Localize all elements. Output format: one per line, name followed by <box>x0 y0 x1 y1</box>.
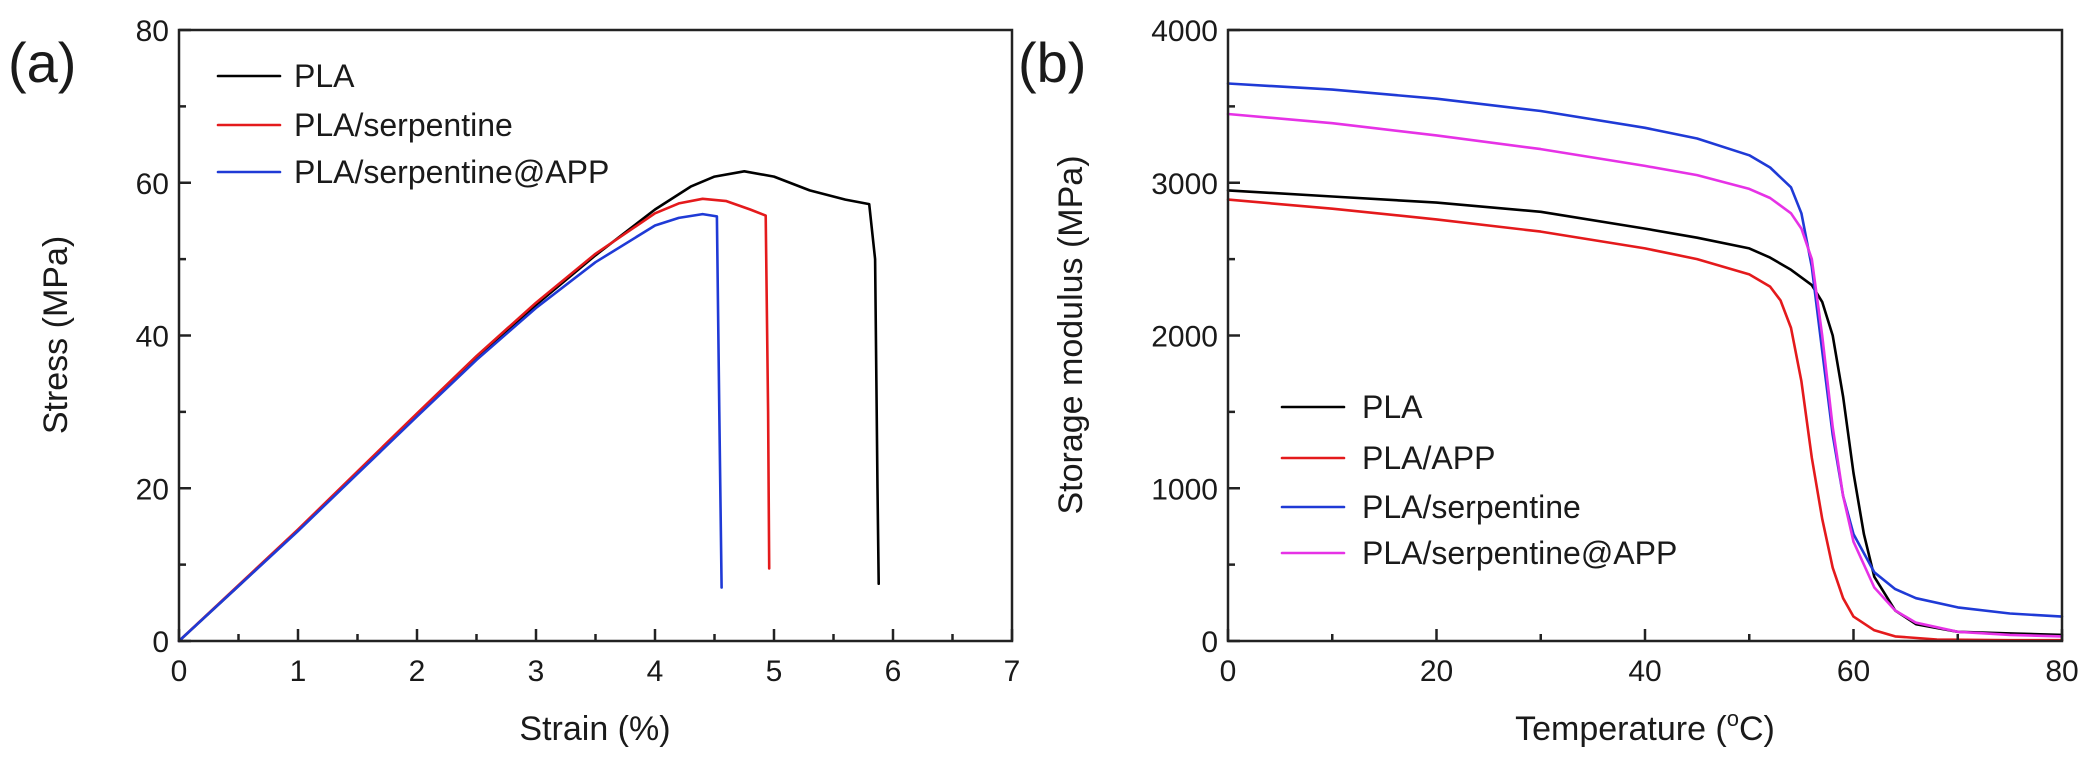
y-tick-label-b-2: 2000 <box>1151 321 1218 354</box>
legend-a-label-pla: PLA <box>294 58 355 94</box>
series-line-a-pla-serpentine <box>177 197 771 643</box>
panel-b-x-axis-title-main: Temperature ( <box>1515 710 1727 748</box>
panel-b-storage-modulus: (b) 0 20 40 60 80 0 1000 2000 3000 4000 Temperatu… <box>1018 15 2079 748</box>
legend-b-label-pla-serpentine: PLA/serpentine <box>1362 489 1581 525</box>
panel-b-x-axis-title-degree: o <box>1727 706 1739 731</box>
x-tick-label-b-1: 20 <box>1420 655 1453 688</box>
y-tick-label-a-0: 0 <box>152 626 169 659</box>
panel-a-x-axis-title: Strain (%) <box>519 710 670 748</box>
y-tick-label-b-1: 1000 <box>1151 473 1218 506</box>
y-tick-label-a-1: 20 <box>136 473 169 506</box>
series-line-a-pla <box>177 170 880 643</box>
panel-a-series-group <box>177 170 880 643</box>
legend-b-label-pla-serpentine-app: PLA/serpentine@APP <box>1362 535 1677 571</box>
x-tick-label-a-0: 0 <box>171 655 188 688</box>
x-tick-label-a-6: 6 <box>885 655 902 688</box>
panel-b-ticks-group: 0 20 40 60 80 0 1000 2000 3000 4000 <box>1151 15 2078 688</box>
series-line-b-pla-serpentine-app <box>1226 112 2064 638</box>
x-tick-label-b-2: 40 <box>1628 655 1661 688</box>
x-tick-label-a-1: 1 <box>290 655 307 688</box>
legend-a-label-pla-serpentine-app: PLA/serpentine@APP <box>294 154 609 190</box>
panel-a-y-axis-title: Stress (MPa) <box>37 236 75 434</box>
y-tick-label-a-3: 60 <box>136 168 169 201</box>
series-line-b-pla-app <box>1226 198 2064 642</box>
x-tick-label-a-4: 4 <box>647 655 664 688</box>
panel-b-series-group <box>1226 82 2064 642</box>
panel-a-ticks-group: 0 1 2 3 4 5 6 7 0 20 40 60 80 <box>136 15 1021 688</box>
panel-a-stress-strain: (a) 0 1 2 3 4 5 6 7 0 20 40 60 80 Strain (%) Stress … <box>8 15 1020 748</box>
y-tick-label-b-4: 4000 <box>1151 15 1218 48</box>
series-line-a-pla-serpentine-app <box>177 212 723 643</box>
panel-label-a: (a) <box>8 31 76 94</box>
x-tick-label-a-2: 2 <box>409 655 426 688</box>
x-tick-label-a-7: 7 <box>1004 655 1021 688</box>
x-tick-label-b-4: 80 <box>2045 655 2078 688</box>
y-tick-label-b-3: 3000 <box>1151 168 1218 201</box>
y-tick-label-a-4: 80 <box>136 15 169 48</box>
panel-a-legend: PLA PLA/serpentine PLA/serpentine@APP <box>216 58 609 190</box>
panel-b-x-axis-title: Temperature (oC) <box>1515 706 1775 748</box>
legend-b-label-pla-app: PLA/APP <box>1362 440 1495 476</box>
legend-b-label-pla: PLA <box>1362 389 1423 425</box>
x-tick-label-a-5: 5 <box>766 655 783 688</box>
x-tick-label-b-3: 60 <box>1837 655 1870 688</box>
panel-a-plot-frame <box>177 28 1014 643</box>
x-tick-label-a-3: 3 <box>528 655 545 688</box>
panel-label-b: (b) <box>1018 31 1086 94</box>
y-tick-label-b-0: 0 <box>1201 626 1218 659</box>
panel-b-y-axis-title: Storage modulus (MPa) <box>1052 155 1090 514</box>
panel-b-x-axis-title-unit: C) <box>1739 710 1775 748</box>
panel-b-plot-frame <box>1226 28 2064 643</box>
legend-a-label-pla-serpentine: PLA/serpentine <box>294 107 513 143</box>
x-tick-label-b-0: 0 <box>1220 655 1237 688</box>
y-tick-label-a-2: 40 <box>136 321 169 354</box>
panel-b-legend: PLA PLA/APP PLA/serpentine PLA/serpentin… <box>1280 389 1677 571</box>
